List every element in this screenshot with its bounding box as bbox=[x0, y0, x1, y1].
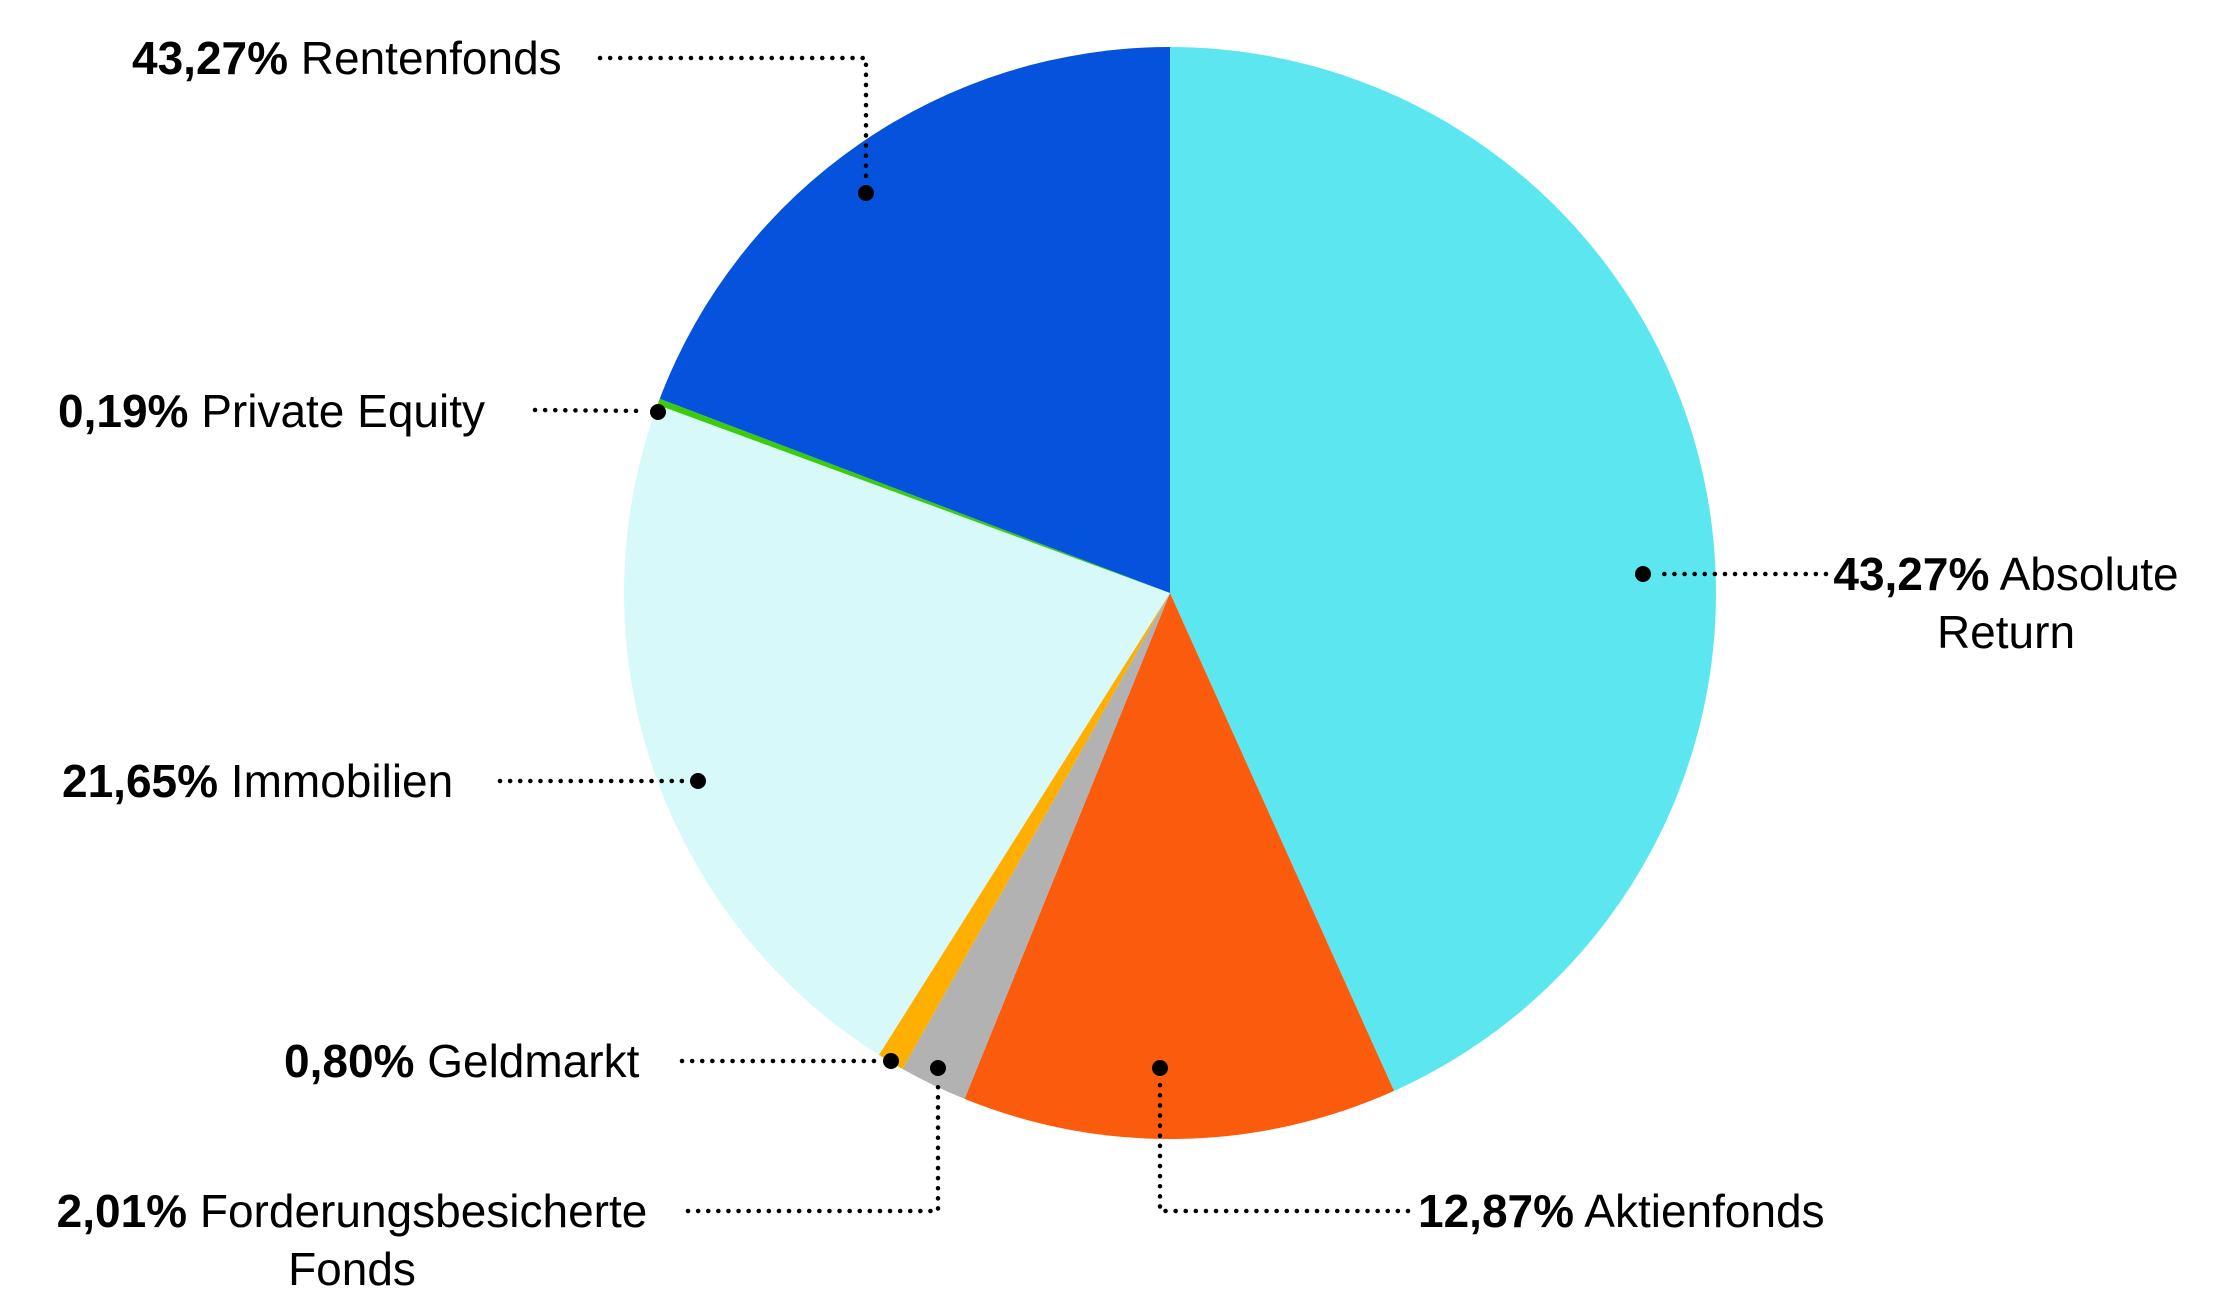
immobilien-name: Immobilien bbox=[230, 755, 454, 807]
pie-slice-private-equity bbox=[657, 398, 1170, 593]
geldmarkt-name: Geldmarkt bbox=[427, 1035, 640, 1087]
label-absolute-return: 43,27% Absolute Return bbox=[1806, 545, 2206, 661]
label-rentenfonds: 43,27% Rentenfonds bbox=[132, 29, 562, 87]
forderungsbesicherte-fonds-percent: 2,01% bbox=[56, 1185, 188, 1237]
callout-dot-rentenfonds bbox=[858, 185, 874, 201]
absolute-return-name: Absolute Return bbox=[1936, 548, 2179, 658]
absolute-return-percent: 43,27% bbox=[1833, 548, 1990, 600]
rentenfonds-percent: 43,27% bbox=[132, 32, 289, 84]
leader-line-private-equity bbox=[532, 407, 649, 414]
label-immobilien: 21,65% Immobilien bbox=[62, 752, 453, 810]
label-geldmarkt: 0,80% Geldmarkt bbox=[284, 1032, 639, 1090]
label-forderungsbesicherte-fonds: 2,01% Forderungsbesicherte Fonds bbox=[22, 1182, 682, 1292]
leader-line-forderungsbesicherte-fonds bbox=[685, 1079, 941, 1214]
leader-line-aktienfonds bbox=[1157, 1079, 1411, 1214]
pie-slice-geldmarkt bbox=[878, 593, 1170, 1069]
aktienfonds-name: Aktienfonds bbox=[1584, 1185, 1825, 1237]
pie-slice-absolute-return bbox=[1170, 47, 1717, 1091]
immobilien-percent: 21,65% bbox=[62, 755, 219, 807]
label-aktienfonds: 12,87% Aktienfonds bbox=[1418, 1182, 1825, 1240]
label-private-equity: 0,19% Private Equity bbox=[58, 382, 485, 440]
private-equity-name: Private Equity bbox=[201, 385, 486, 437]
rentenfonds-name: Rentenfonds bbox=[300, 32, 562, 84]
leader-line-rentenfonds bbox=[597, 55, 869, 183]
pie-slice-immobilien bbox=[623, 404, 1170, 1055]
callout-dot-geldmarkt bbox=[883, 1053, 899, 1069]
callout-dot-immobilien bbox=[690, 773, 706, 789]
callout-dot-absolute-return bbox=[1635, 566, 1651, 582]
aktienfonds-percent: 12,87% bbox=[1418, 1185, 1575, 1237]
forderungsbesicherte-fonds-name: Forderungsbesicherte Fonds bbox=[199, 1185, 648, 1292]
callout-dot-forderungsbesicherte-fonds bbox=[930, 1060, 946, 1076]
private-equity-percent: 0,19% bbox=[58, 385, 189, 437]
geldmarkt-percent: 0,80% bbox=[284, 1035, 415, 1087]
pie-slice-rentenfonds bbox=[659, 47, 1170, 593]
callout-dot-private-equity bbox=[650, 404, 666, 420]
pie-slice-aktienfonds bbox=[964, 593, 1395, 1139]
pie-slice-forderungsbesicherte-fonds bbox=[902, 593, 1170, 1099]
callout-dot-aktienfonds bbox=[1152, 1060, 1168, 1076]
